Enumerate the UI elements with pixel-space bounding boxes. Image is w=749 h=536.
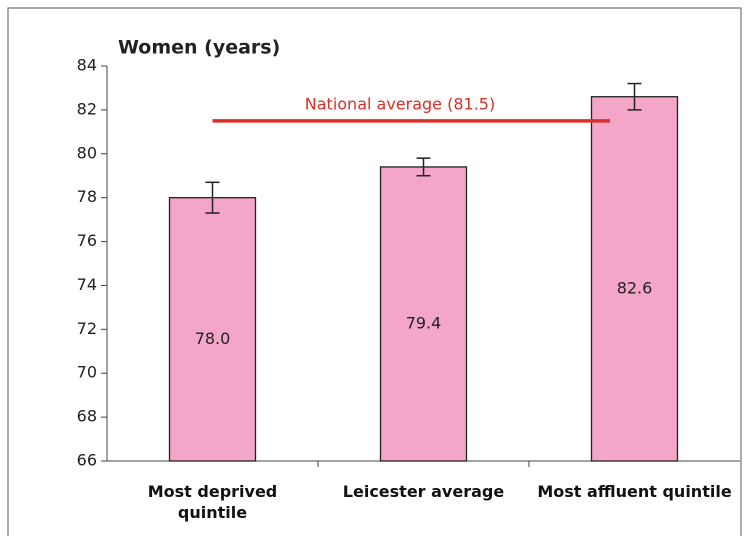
x-tick-label: Most affluent quintile: [537, 482, 732, 501]
x-tick-label: Leicester average: [342, 482, 505, 501]
value-label: 79.4: [406, 313, 442, 332]
value-label: 82.6: [617, 278, 653, 297]
y-tick-label: 78: [77, 187, 97, 206]
reference-label: National average (81.5): [305, 94, 495, 113]
y-tick-label: 76: [77, 231, 97, 250]
y-tick-label: 82: [77, 99, 97, 118]
y-tick-label: 66: [77, 451, 97, 470]
value-label: 78.0: [195, 329, 231, 348]
x-tick-label: Most deprived quintile: [147, 482, 278, 522]
y-tick-label: 68: [77, 407, 97, 426]
y-tick-label: 80: [77, 143, 97, 162]
y-tick-label: 72: [77, 319, 97, 338]
chart-title: Women (years): [118, 37, 280, 59]
y-tick-label: 74: [77, 275, 97, 294]
y-tick-label: 84: [77, 56, 97, 75]
bar: [590, 96, 679, 462]
bar: [168, 197, 257, 462]
frame: [7, 7, 742, 536]
y-tick-label: 70: [77, 363, 97, 382]
